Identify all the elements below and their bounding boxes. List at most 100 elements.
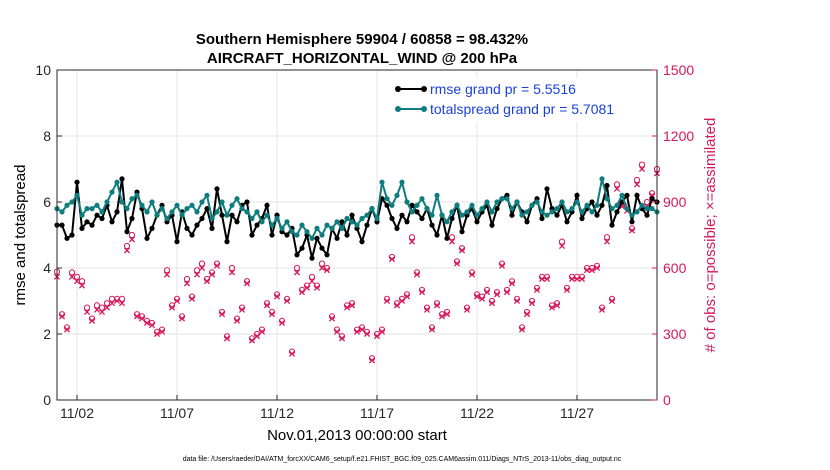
obs-assimilated-point-2: [63, 326, 71, 333]
totalspread-point-101: [559, 199, 565, 205]
y-left-tick-label-2: 4: [43, 260, 51, 276]
obs-assimilated-point-93: [518, 326, 526, 333]
rmse-point-33: [219, 212, 225, 218]
y-left-tick-label-3: 6: [43, 194, 51, 210]
rmse-point-18: [144, 235, 150, 241]
legend-box: [392, 78, 650, 122]
obs-assimilated-point-115: [628, 227, 636, 234]
rmse-point-109: [599, 202, 605, 208]
rmse-point-4: [74, 179, 80, 185]
obs-possible-point-5: [78, 278, 86, 285]
obs-possible-point-116: [633, 176, 641, 184]
totalspread-point-78: [444, 219, 450, 225]
totalspread-point-1: [59, 209, 65, 215]
obs-assimilated-point-97: [538, 275, 546, 283]
totalspread-point-10: [104, 199, 110, 205]
totalspread-point-117: [639, 202, 645, 208]
obs-assimilated-point-7: [88, 317, 96, 324]
rmse-point-71: [409, 202, 415, 208]
legend-totalspread-label: totalspread grand pr = 5.7081: [430, 101, 614, 117]
obs-possible-point-71: [408, 234, 416, 241]
totalspread-point-119: [649, 206, 655, 212]
obs-assimilated-point-102: [563, 286, 571, 294]
obs-assimilated-point-60: [353, 328, 361, 335]
obs-assimilated-point-94: [523, 311, 531, 318]
totalspread-point-89: [499, 196, 505, 202]
chart-title: Southern Hemisphere 59904 / 60858 = 98.4…: [196, 31, 528, 48]
totalspread-point-52: [314, 225, 320, 231]
x-tick-label-4: 11/22: [460, 405, 494, 421]
rmse-point-98: [544, 186, 550, 192]
totalspread-point-43: [269, 222, 275, 228]
rmse-point-40: [254, 222, 260, 228]
totalspread-point-106: [584, 202, 590, 208]
obs-assimilated-point-36: [233, 317, 241, 324]
rmse-point-61: [359, 239, 365, 245]
legend: rmse grand pr = 5.5516 totalspread grand…: [392, 78, 650, 122]
rmse-point-26: [184, 225, 190, 231]
obs-assimilated-point-65: [378, 328, 386, 335]
obs-assimilated-point-75: [428, 326, 436, 333]
rmse-point-43: [269, 232, 275, 238]
obs-possible-point-14: [123, 242, 131, 250]
obs-assimilated-point-39: [248, 337, 256, 344]
obs-assimilated-point-5: [78, 282, 86, 289]
legend-rmse-label: rmse grand pr = 5.5516: [430, 81, 576, 97]
rmse-point-119: [649, 196, 655, 202]
obs-possible-point-10: [103, 300, 111, 307]
totalspread-point-25: [179, 212, 185, 218]
rmse-point-79: [449, 215, 455, 222]
obs-assimilated-point-34: [223, 335, 231, 342]
obs-possible-point-6: [83, 304, 91, 311]
obs-assimilated-point-80: [453, 260, 461, 267]
totalspread-point-88: [494, 199, 500, 205]
obs-assimilated-point-64: [373, 333, 381, 340]
obs-assimilated-point-48: [293, 269, 301, 276]
x-tick-label-1: 11/07: [160, 405, 194, 421]
y-left-tick-label-1: 2: [43, 326, 51, 342]
x-tick-label-2: 11/12: [260, 405, 294, 421]
totalspread-point-30: [204, 192, 210, 198]
rmse-point-68: [394, 225, 400, 231]
rmse-point-88: [494, 206, 500, 212]
totalspread-point-16: [134, 192, 140, 198]
obs-assimilated-point-83: [468, 271, 476, 278]
totalspread-point-62: [364, 212, 370, 218]
obs-possible-point-8: [93, 302, 101, 309]
obs-assimilated-point-95: [528, 300, 536, 307]
totalspread-point-34: [224, 212, 230, 218]
rmse-point-94: [524, 219, 530, 225]
totalspread-point-17: [139, 202, 145, 208]
totalspread-point-22: [164, 215, 170, 222]
totalspread-point-31: [209, 215, 215, 222]
obs-assimilated-point-31: [208, 271, 216, 278]
totalspread-point-80: [454, 202, 460, 208]
rmse-point-24: [174, 239, 180, 245]
obs-assimilated-point-106: [583, 267, 591, 274]
totalspread-point-9: [99, 209, 105, 215]
y-left-tick-label-4: 8: [43, 128, 51, 144]
obs-assimilated-point-25: [178, 315, 186, 322]
obs-possible-point-15: [128, 231, 136, 239]
obs-possible-point-48: [293, 264, 301, 272]
rmse-point-38: [244, 199, 250, 205]
totalspread-point-65: [379, 179, 385, 185]
rmse-point-13: [119, 176, 125, 182]
obs-assimilated-point-15: [128, 236, 136, 243]
obs-assimilated-point-55: [328, 315, 336, 322]
y-axis-left-label: rmse and totalspread: [12, 165, 29, 306]
chart-subtitle: AIRCRAFT_HORIZONTAL_WIND @ 200 hPa: [207, 50, 518, 67]
totalspread-point-53: [319, 232, 325, 238]
y-right-tick-label-5: 1500: [663, 62, 694, 78]
rmse-point-76: [434, 232, 440, 238]
rmse-point-34: [224, 239, 230, 245]
obs-possible-point-112: [613, 181, 621, 188]
obs-possible-point-118: [643, 198, 651, 206]
totalspread-point-44: [274, 215, 280, 222]
totalspread-point-109: [599, 176, 605, 182]
obs-assimilated-point-86: [483, 289, 491, 296]
obs-assimilated-point-11: [108, 300, 116, 307]
totalspread-point-19: [149, 199, 155, 205]
rmse-point-11: [109, 219, 115, 225]
rmse-point-19: [149, 225, 155, 231]
